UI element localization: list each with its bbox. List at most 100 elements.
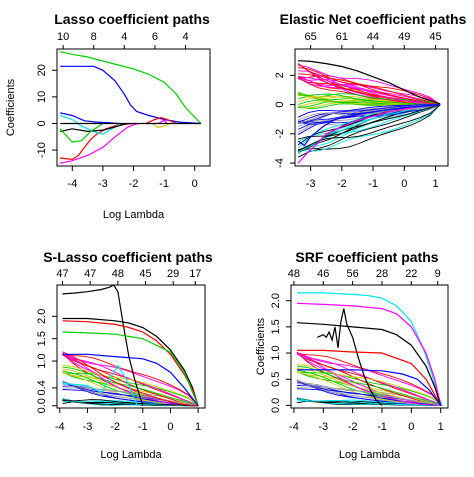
series-line xyxy=(297,104,441,147)
coefficient-path xyxy=(297,63,441,106)
coefficient-path xyxy=(297,78,441,106)
series-line xyxy=(296,369,442,406)
coefficient-path xyxy=(62,366,199,407)
y-axis-label: Coefficients xyxy=(5,78,17,136)
plot-frame xyxy=(56,284,206,409)
top-tick-label: 10 xyxy=(57,31,69,43)
y-tick-label: 20 xyxy=(36,64,48,76)
chart-title: S-Lasso coefficient paths xyxy=(43,249,213,265)
coefficient-path xyxy=(296,379,443,406)
top-tick-label: 4 xyxy=(182,31,188,43)
y-tick-label: 0 xyxy=(36,120,48,126)
y-tick-label: 0 xyxy=(274,102,286,108)
coefficient-path xyxy=(297,104,441,158)
coefficient-path xyxy=(296,398,443,406)
s-lasso-panel: S-Lasso coefficient paths -4 -3 -2 -1 0 1 47 47 4… xyxy=(36,249,213,461)
series-line xyxy=(296,292,443,406)
series-line xyxy=(297,104,441,164)
x-tick-label: -2 xyxy=(348,421,358,433)
coefficient-path xyxy=(297,104,441,151)
coefficient-path xyxy=(297,63,441,106)
x-tick-label: -2 xyxy=(337,178,347,190)
top-tick-label: 4 xyxy=(121,31,127,43)
coefficient-path xyxy=(62,368,199,407)
chart-title: Elastic Net coefficient paths xyxy=(280,11,467,27)
coefficient-path xyxy=(298,64,441,105)
x-tick-label: 0 xyxy=(408,421,414,433)
top-tick-label: 46 xyxy=(317,268,329,280)
y-tick-label: 0.5 xyxy=(270,372,282,387)
coefficient-path xyxy=(62,372,199,407)
top-tick-label: 29 xyxy=(167,268,179,280)
coefficient-path xyxy=(297,104,441,118)
series-line xyxy=(59,51,202,124)
series-line xyxy=(157,119,168,125)
x-tick-label: -4 xyxy=(55,421,65,433)
x-tick-label: -4 xyxy=(289,421,299,433)
srf-panel: SRF coefficient paths -4 -3 -2 -1 0 1 48 46 56 28 2… xyxy=(255,249,449,461)
top-tick-label: 9 xyxy=(435,268,441,280)
top-tick-label: 49 xyxy=(398,31,410,43)
plot-frame xyxy=(290,284,449,409)
y-axis-label: Coefficients xyxy=(255,317,267,375)
coefficient-path xyxy=(62,354,199,407)
x-tick-label: -3 xyxy=(306,178,316,190)
chart-title: Lasso coefficient paths xyxy=(54,11,210,27)
series-line xyxy=(296,322,442,406)
x-tick-label: 0 xyxy=(167,421,173,433)
coefficient-path xyxy=(298,93,441,106)
top-tick-label: 47 xyxy=(56,268,68,280)
x-tick-label: -1 xyxy=(368,178,378,190)
elastic-net-panel: Elastic Net coefficient paths -3 -2 -1 0 1 65 6… xyxy=(274,11,467,190)
coefficient-path xyxy=(297,104,441,140)
x-tick-label: 1 xyxy=(438,421,444,433)
coefficient-path xyxy=(296,351,443,406)
series-line xyxy=(296,302,442,406)
x-axis-label: Log Lambda xyxy=(339,449,401,461)
y-tick-label: 1.0 xyxy=(36,353,48,368)
x-tick-label: -1 xyxy=(159,178,169,190)
coefficient-path xyxy=(296,365,443,406)
x-tick-label: -1 xyxy=(377,421,387,433)
series-line xyxy=(298,60,441,105)
top-tick-label: 22 xyxy=(405,268,417,280)
y-tick-label: -2 xyxy=(274,129,286,139)
series-line xyxy=(151,122,171,129)
top-tick-label: 6 xyxy=(152,31,158,43)
y-tick-label: 0.0 xyxy=(36,398,48,413)
top-tick-label: 8 xyxy=(91,31,97,43)
top-tick-label: 47 xyxy=(84,268,96,280)
series-group xyxy=(62,285,199,407)
top-tick-label: 44 xyxy=(367,31,379,43)
series-group xyxy=(59,51,202,164)
coefficient-path xyxy=(62,353,199,407)
x-tick-label: -4 xyxy=(67,178,77,190)
y-tick-label: -4 xyxy=(274,158,286,168)
y-tick-label: -10 xyxy=(36,142,48,158)
x-tick-label: -1 xyxy=(138,421,148,433)
x-axis-label: Log Lambda xyxy=(100,449,162,461)
series-line xyxy=(296,349,442,406)
series-group xyxy=(297,60,441,164)
series-line xyxy=(145,116,177,125)
x-tick-label: 0 xyxy=(401,178,407,190)
x-tick-label: 0 xyxy=(192,178,198,190)
coefficient-path xyxy=(298,104,441,150)
coefficient-path xyxy=(62,354,199,407)
y-tick-label: 1.0 xyxy=(270,345,282,360)
x-tick-label: -3 xyxy=(318,421,328,433)
plot-frame xyxy=(294,48,449,167)
top-tick-label: 17 xyxy=(189,268,201,280)
top-tick-label: 48 xyxy=(112,268,124,280)
coefficient-path xyxy=(298,67,441,106)
series-line xyxy=(59,122,104,143)
y-tick-label: 0.0 xyxy=(270,398,282,413)
series-line xyxy=(62,285,144,406)
x-tick-label: 1 xyxy=(195,421,201,433)
x-tick-label: 1 xyxy=(432,178,438,190)
coefficient-path xyxy=(296,367,443,406)
coefficient-path xyxy=(62,380,199,407)
x-tick-label: -2 xyxy=(129,178,139,190)
coefficient-path xyxy=(298,104,441,152)
series-line xyxy=(62,331,199,407)
